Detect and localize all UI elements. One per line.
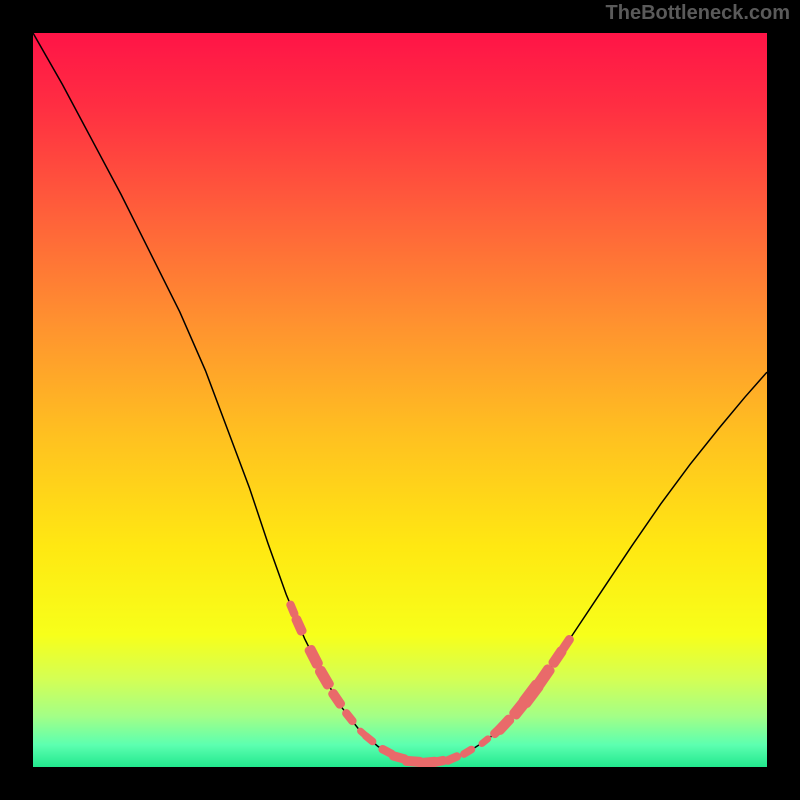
data-marker: [477, 734, 493, 749]
data-marker: [459, 744, 477, 759]
chart-overlay: [33, 33, 767, 767]
data-marker: [290, 614, 308, 637]
attribution-text: TheBottleneck.com: [606, 2, 790, 25]
data-marker: [442, 751, 462, 766]
data-marker: [313, 665, 335, 691]
plot-area: [33, 33, 767, 767]
bottleneck-curve: [33, 33, 767, 763]
data-marker: [327, 687, 347, 710]
